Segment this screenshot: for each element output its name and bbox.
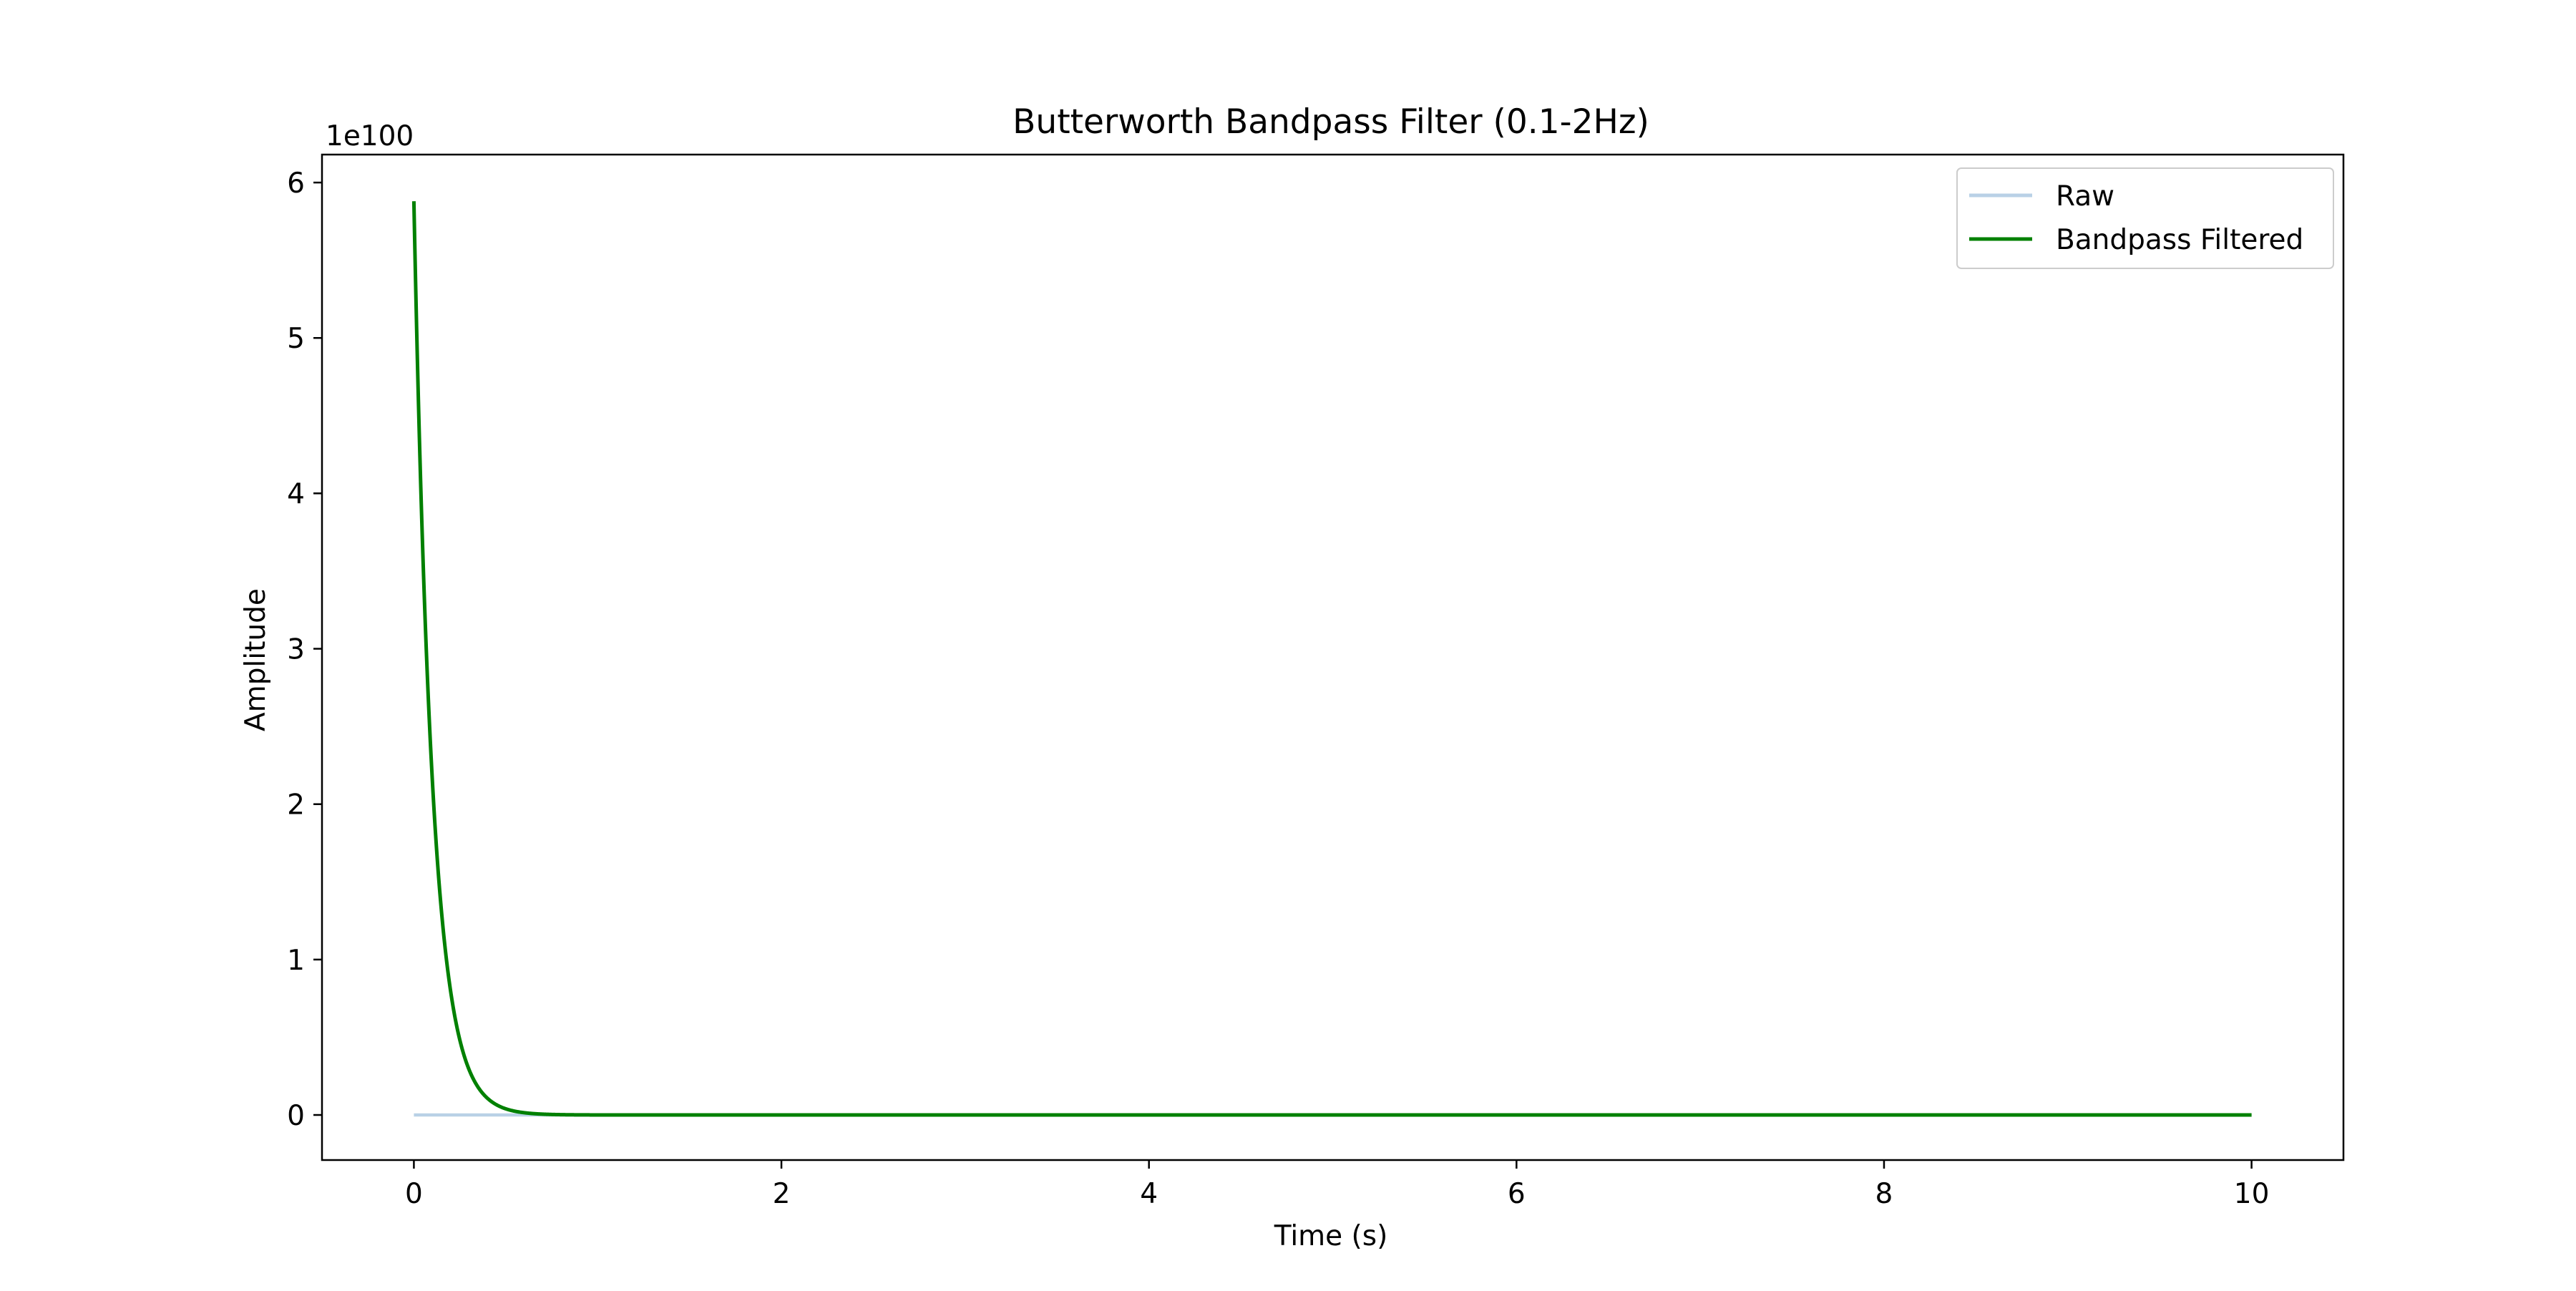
legend: Raw Bandpass Filtered bbox=[1956, 167, 2334, 269]
x-axis-label: Time (s) bbox=[1274, 1220, 1388, 1252]
legend-label-bandpass-filtered: Bandpass Filtered bbox=[2056, 224, 2303, 256]
legend-label-raw: Raw bbox=[2056, 180, 2114, 213]
y-offset-label: 1e100 bbox=[326, 120, 414, 152]
y-axis-label: Amplitude bbox=[240, 588, 272, 731]
y-tick-label: 3 bbox=[287, 634, 305, 666]
y-tick-label: 5 bbox=[287, 323, 305, 355]
x-tick-label: 6 bbox=[1508, 1178, 1526, 1210]
y-tick-label: 2 bbox=[287, 789, 305, 822]
x-tick-label: 10 bbox=[2234, 1178, 2270, 1210]
legend-box bbox=[1956, 167, 2334, 269]
plot-frame bbox=[321, 153, 2345, 1161]
x-tick-label: 2 bbox=[773, 1178, 791, 1210]
x-tick-label: 0 bbox=[405, 1178, 423, 1210]
x-ticks: 0 2 4 6 8 10 bbox=[405, 1160, 2269, 1210]
y-ticks: 0 1 2 3 4 5 6 bbox=[287, 167, 322, 1132]
y-tick-label: 0 bbox=[287, 1100, 305, 1132]
series-line-bandpass-filtered bbox=[411, 201, 2252, 1117]
x-tick-label: 8 bbox=[1875, 1178, 1893, 1210]
series-group bbox=[411, 201, 2252, 1117]
y-tick-label: 1 bbox=[287, 945, 305, 977]
y-tick-label: 4 bbox=[287, 478, 305, 510]
chart-title: Butterworth Bandpass Filter (0.1-2Hz) bbox=[1013, 102, 1649, 142]
x-tick-label: 4 bbox=[1140, 1178, 1158, 1210]
y-tick-label: 6 bbox=[287, 167, 305, 200]
